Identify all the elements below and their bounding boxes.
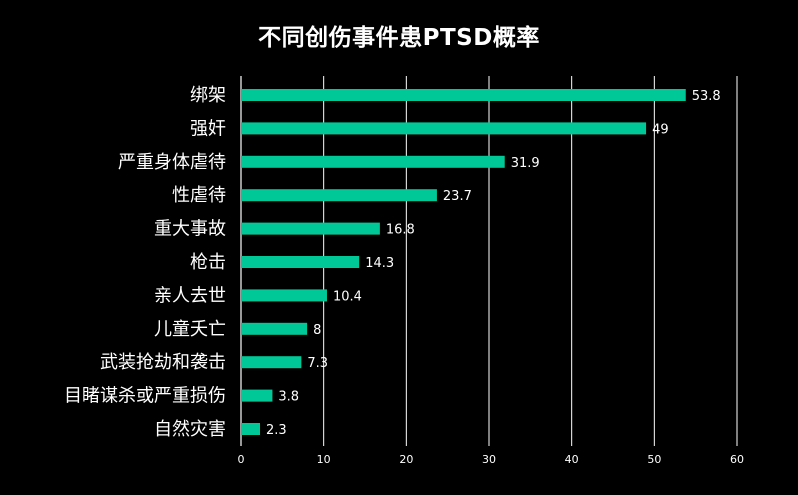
- x-tick-label: 60: [730, 453, 744, 466]
- category-label: 性虐待: [172, 185, 226, 206]
- category-label: 目睹谋杀或严重损伤: [64, 386, 226, 407]
- x-tick-label: 0: [238, 453, 245, 466]
- category-label: 强奸: [190, 118, 226, 139]
- category-label: 儿童夭亡: [154, 319, 226, 340]
- value-label: 7.3: [307, 356, 328, 371]
- bar: [241, 256, 360, 268]
- value-label: 8: [313, 323, 321, 338]
- bar: [241, 89, 686, 101]
- category-label: 自然灾害: [154, 419, 226, 440]
- value-label: 14.3: [365, 256, 394, 271]
- bar: [241, 389, 273, 402]
- bar: [241, 122, 647, 135]
- x-tick-label: 30: [482, 453, 496, 466]
- value-label: 49: [652, 122, 669, 137]
- bar: [241, 322, 308, 335]
- category-label: 亲人去世: [154, 285, 226, 306]
- x-tick-label: 50: [647, 453, 661, 466]
- value-label: 23.7: [443, 189, 472, 204]
- label-layer: 0 10 20 30 40 50 60 绑架 53.8 强奸 49 严重身体虐待 31.9 性虐待 23.7…: [64, 85, 744, 466]
- category-label: 枪击: [190, 252, 226, 273]
- category-label: 重大事故: [154, 219, 226, 240]
- bar: [241, 356, 302, 369]
- category-label: 绑架: [190, 85, 226, 106]
- value-label: 31.9: [511, 156, 540, 171]
- bar: [241, 222, 380, 235]
- value-label: 53.8: [692, 89, 721, 104]
- chart-title: 不同创伤事件患PTSD概率: [258, 25, 540, 51]
- x-tick-label: 10: [317, 453, 331, 466]
- bar: [241, 289, 327, 302]
- value-label: 2.3: [266, 423, 287, 438]
- value-label: 3.8: [278, 390, 299, 405]
- bar: [241, 155, 505, 168]
- category-label: 严重身体虐待: [118, 152, 226, 173]
- grid-layer: [240, 76, 738, 446]
- bar: [241, 423, 261, 435]
- x-tick-label: 20: [399, 453, 413, 466]
- bar: [241, 189, 437, 202]
- category-label: 武装抢劫和袭击: [100, 352, 226, 373]
- value-label: 16.8: [386, 223, 415, 238]
- x-tick-label: 40: [565, 453, 579, 466]
- bar-layer: [241, 89, 686, 435]
- value-label: 10.4: [333, 289, 362, 304]
